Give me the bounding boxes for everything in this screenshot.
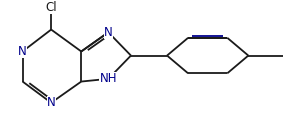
Text: N: N [47, 96, 56, 109]
Text: N: N [104, 26, 113, 39]
Text: Cl: Cl [45, 1, 57, 14]
Text: NH: NH [100, 72, 117, 85]
Text: N: N [18, 45, 27, 58]
